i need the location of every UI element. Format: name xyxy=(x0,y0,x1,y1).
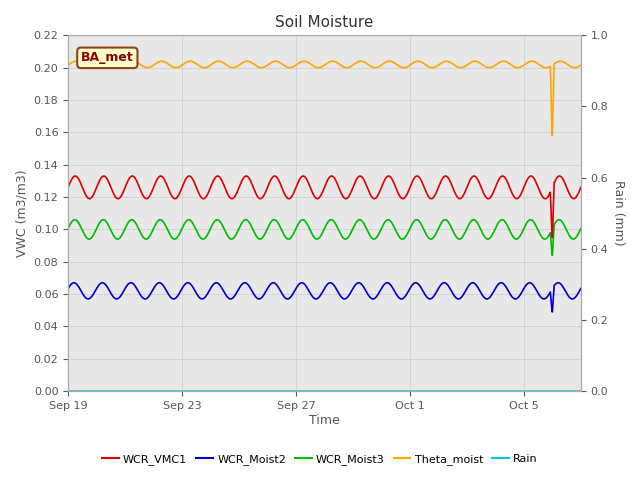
Title: Soil Moisture: Soil Moisture xyxy=(275,15,374,30)
X-axis label: Time: Time xyxy=(309,414,340,427)
Y-axis label: VWC (m3/m3): VWC (m3/m3) xyxy=(15,169,28,257)
Legend: WCR_VMC1, WCR_Moist2, WCR_Moist3, Theta_moist, Rain: WCR_VMC1, WCR_Moist2, WCR_Moist3, Theta_… xyxy=(97,450,543,469)
Y-axis label: Rain (mm): Rain (mm) xyxy=(612,180,625,246)
Text: BA_met: BA_met xyxy=(81,51,134,64)
